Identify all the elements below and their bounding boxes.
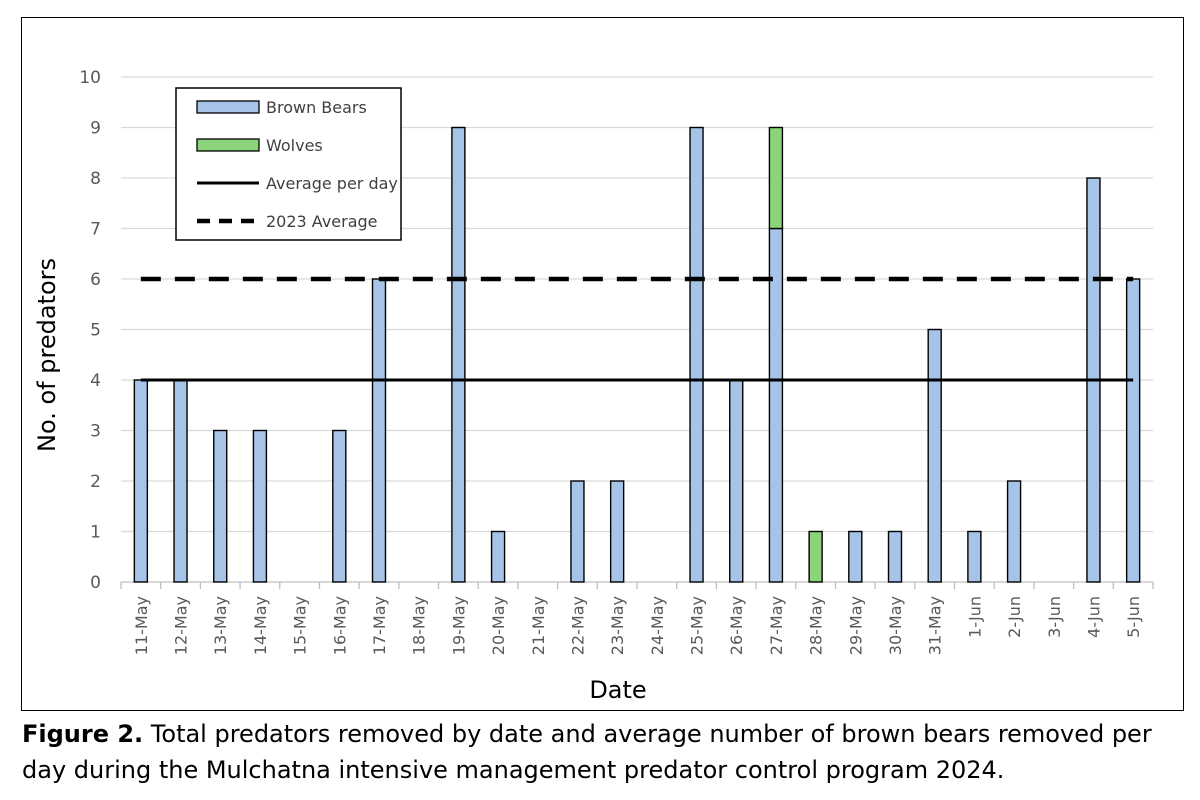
bar-brown-bears <box>689 126 704 583</box>
x-tick-label: 22-May <box>568 596 587 655</box>
x-tick-label: 19-May <box>449 596 468 655</box>
x-tick-label: 29-May <box>846 596 865 655</box>
x-tick-label: 5-Jun <box>1124 596 1143 638</box>
bar-brown-bears <box>570 480 585 583</box>
chart-frame <box>21 17 1184 711</box>
x-tick-label: 16-May <box>330 596 349 655</box>
bar-brown-bears <box>768 227 784 583</box>
bar-brown-bears <box>848 530 863 583</box>
x-tick-label: 25-May <box>688 596 707 655</box>
x-tick-label: 12-May <box>172 596 191 655</box>
y-tick-label: 7 <box>90 220 101 240</box>
x-tick-label: 26-May <box>727 596 746 655</box>
x-tick-label: 31-May <box>926 596 945 655</box>
caption-label: Figure 2. <box>22 720 144 748</box>
bar-wolves <box>808 530 823 583</box>
bar-brown-bears <box>927 328 942 583</box>
legend-swatch-wolves <box>196 138 260 152</box>
caption-text: Total predators removed by date and aver… <box>22 720 1152 784</box>
y-tick-label: 3 <box>90 422 101 442</box>
x-tick-label: 2-Jun <box>1005 596 1024 638</box>
bar-brown-bears <box>451 126 466 583</box>
y-tick-label: 10 <box>79 68 101 88</box>
bar-brown-bears <box>887 530 903 583</box>
bar-brown-bears <box>729 379 744 583</box>
x-tick-label: 11-May <box>132 596 151 655</box>
bar-brown-bears <box>173 379 188 583</box>
y-tick-label: 0 <box>90 573 101 593</box>
bar-wolves <box>768 126 784 230</box>
x-tick-label: 1-Jun <box>965 596 984 638</box>
bar-brown-bears <box>133 379 149 583</box>
x-tick-label: 17-May <box>370 596 389 655</box>
bar-brown-bears <box>490 530 506 583</box>
y-tick-label: 4 <box>90 371 101 391</box>
y-tick-label: 6 <box>90 270 101 290</box>
x-tick-label: 27-May <box>767 596 786 655</box>
y-tick-label: 8 <box>90 169 101 189</box>
x-tick-label: 15-May <box>291 596 310 655</box>
bar-brown-bears <box>332 429 347 583</box>
x-tick-label: 18-May <box>410 596 429 655</box>
y-tick-label: 5 <box>90 321 101 341</box>
bar-brown-bears <box>213 429 228 583</box>
bar-brown-bears <box>1006 480 1022 583</box>
y-tick-label: 9 <box>90 119 101 139</box>
legend-label-brown-bears: Brown Bears <box>266 98 367 117</box>
bar-brown-bears <box>252 429 268 583</box>
x-tick-label: 30-May <box>886 596 905 655</box>
x-tick-label: 20-May <box>489 596 508 655</box>
legend-label-2023-average: 2023 Average <box>266 212 378 231</box>
legend-label-average-per-day: Average per day <box>266 174 398 193</box>
x-tick-label: 23-May <box>608 596 627 655</box>
y-tick-label: 1 <box>90 523 101 543</box>
y-tick-label: 2 <box>90 472 101 492</box>
legend-label-wolves: Wolves <box>266 136 323 155</box>
x-tick-label: 14-May <box>251 596 270 655</box>
x-tick-label: 21-May <box>529 596 548 655</box>
x-tick-label: 4-Jun <box>1084 596 1103 638</box>
figure-caption: Figure 2. Total predators removed by dat… <box>22 716 1192 788</box>
bar-brown-bears <box>967 530 982 583</box>
bar-brown-bears <box>1125 278 1141 583</box>
x-tick-label: 3-Jun <box>1045 596 1064 638</box>
chart: 0 1 2 3 4 5 6 7 8 9 10 11-May 12-May 13-May 14-May 15-M… <box>33 68 1154 704</box>
x-axis-title: Date <box>589 676 646 704</box>
legend: Brown Bears Wolves Average per day 2023 Ave… <box>175 87 402 241</box>
bar-brown-bears <box>609 480 625 583</box>
x-tick-label: 13-May <box>211 596 230 655</box>
x-tick-label: 24-May <box>648 596 667 655</box>
x-tick-label: 28-May <box>807 596 826 655</box>
bar-brown-bears <box>371 278 387 583</box>
legend-swatch-brown-bears <box>196 100 260 114</box>
y-axis-title: No. of predators <box>33 258 61 452</box>
